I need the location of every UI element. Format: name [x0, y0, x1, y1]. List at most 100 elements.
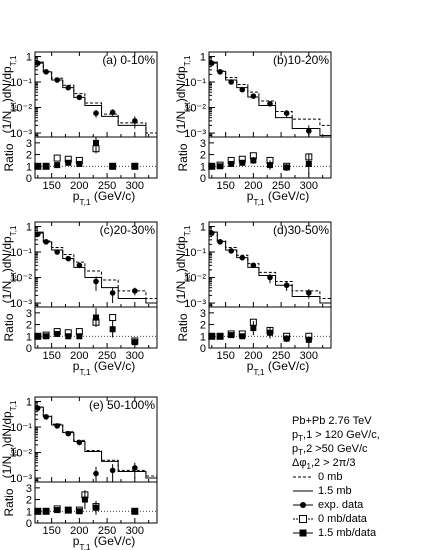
panel-label: (e) 50-100% — [89, 398, 155, 412]
ratio-point-15mb — [93, 314, 99, 321]
x-tick-label: 300 — [300, 180, 318, 192]
ratio-y-tick-label: 3 — [26, 138, 32, 150]
series-15mb-line — [209, 61, 331, 137]
legend-label-0mb: 0 mb — [318, 471, 343, 483]
x-axis-label: pT,1 (GeV/c) — [73, 359, 136, 377]
y-axis-label: (1/Njet)dN/dpT,1 — [0, 225, 18, 303]
data-point — [109, 290, 116, 296]
y-tick-label: 1 — [26, 51, 32, 63]
series-0mb-line — [35, 62, 157, 134]
ratio-y-tick-label: 3 — [26, 308, 32, 320]
y-tick-label: 10⁻¹ — [10, 247, 32, 259]
x-axis-label: pT,1 (GeV/c) — [73, 189, 136, 207]
ratio-point-15mb — [217, 163, 224, 170]
data-point — [306, 128, 312, 134]
ratio-y-tick-label: 1 — [200, 161, 206, 173]
ratio-point-15mb — [267, 162, 273, 169]
data-point — [54, 77, 60, 83]
ratio-point-15mb — [131, 163, 138, 170]
x-tick-label: 300 — [126, 525, 144, 537]
x-tick-label: 250 — [98, 180, 116, 192]
ratio-y-tick-label: 1 — [26, 161, 32, 173]
data-point — [54, 423, 60, 429]
y-axis-label: (1/Njet)dN/dpT,1 — [0, 55, 18, 133]
data-point — [76, 439, 83, 446]
x-tick-label: 150 — [216, 350, 234, 362]
legend-cut2: pT,2 >50 GeV/c — [292, 443, 368, 458]
ratio-point-15mb — [109, 326, 116, 333]
ratio-axis-label: Ratio — [176, 143, 190, 171]
data-point — [34, 405, 41, 411]
data-point — [208, 60, 215, 66]
dashed-line-icon — [292, 473, 318, 481]
x-tick-label: 150 — [216, 180, 234, 192]
ratio-y-tick-label: 3 — [200, 138, 206, 150]
ratio-y-tick-label: 0 — [26, 173, 32, 185]
data-point — [43, 69, 49, 75]
legend-label-0mb-data: 0 mb/data — [318, 513, 367, 525]
series-0mb-line — [209, 62, 331, 126]
x-tick-label: 250 — [98, 525, 116, 537]
y-tick-label: 10⁻² — [184, 273, 206, 285]
ratio-point-15mb — [76, 333, 83, 340]
data-point — [267, 274, 273, 281]
ratio-y-tick-label: 1 — [200, 331, 206, 343]
filled-square-icon — [292, 528, 318, 538]
data-point — [76, 262, 83, 269]
y-tick-label: 1 — [26, 396, 32, 408]
series-15mb-line — [35, 61, 157, 138]
data-point — [43, 239, 49, 245]
ratio-y-tick-label: 2 — [26, 495, 32, 507]
ratio-y-tick-label: 2 — [200, 320, 206, 332]
series-0mb-line — [35, 406, 157, 477]
ratio-point-15mb — [54, 330, 61, 337]
data-point — [65, 84, 72, 91]
y-axis-label: (1/Njet)dN/dpT,1 — [174, 225, 192, 303]
x-tick-label: 150 — [42, 525, 60, 537]
data-point — [217, 69, 223, 75]
legend-item-0mb-data: 0 mb/data — [292, 512, 380, 526]
legend: Pb+Pb 2.76 TeV pT,1 > 120 GeV/c, pT,2 >5… — [292, 414, 380, 540]
ratio-y-tick-label: 0 — [200, 343, 206, 355]
legend-item-15mb-data: 1.5 mb/data — [292, 526, 380, 540]
y-tick-label: 10⁻³ — [184, 298, 206, 310]
ratio-point-15mb — [34, 163, 41, 170]
ratio-point-15mb — [267, 329, 273, 336]
data-point — [306, 290, 312, 296]
ratio-point-15mb — [250, 157, 257, 164]
ratio-point-0mb — [53, 154, 61, 162]
y-tick-label: 10⁻¹ — [10, 422, 32, 434]
y-tick-label: 10⁻¹ — [184, 77, 206, 89]
panel-label: (c)20-30% — [100, 223, 156, 237]
ratio-point-15mb — [239, 333, 246, 340]
x-tick-label: 300 — [126, 180, 144, 192]
data-point — [65, 255, 72, 262]
data-point — [34, 231, 41, 237]
panel-d: 150 200 250 300110⁻¹10⁻²10⁻³0123(d)30-50%(1… — [174, 221, 332, 377]
x-tick-label: 250 — [98, 350, 116, 362]
legend-label-15mb: 1.5 mb — [318, 485, 352, 497]
ratio-point-15mb — [228, 160, 235, 167]
y-axis-label: (1/Njet)dN/dpT,1 — [0, 400, 18, 478]
solid-line-icon — [292, 487, 318, 495]
legend-label-exp: exp. data — [318, 499, 364, 511]
ratio-point-15mb — [54, 507, 61, 514]
ratio-point-15mb — [54, 162, 61, 169]
ratio-y-tick-label: 0 — [26, 518, 32, 530]
series-15mb-line — [209, 231, 331, 304]
data-point — [239, 86, 246, 93]
data-point — [132, 118, 138, 124]
legend-title: Pb+Pb 2.76 TeV — [292, 415, 372, 427]
y-tick-label: 10⁻² — [10, 103, 32, 115]
legend-item-exp: exp. data — [292, 498, 380, 512]
ratio-point-15mb — [93, 139, 99, 146]
x-tick-label: 300 — [126, 350, 144, 362]
legend-item-15mb: 1.5 mb — [292, 484, 380, 498]
ratio-point-15mb — [81, 496, 88, 503]
ratio-axis-label: Ratio — [176, 313, 190, 341]
ratio-y-tick-label: 0 — [200, 173, 206, 185]
ratio-point-15mb — [34, 333, 41, 340]
y-tick-label: 10⁻¹ — [184, 247, 206, 259]
data-point — [267, 101, 273, 107]
